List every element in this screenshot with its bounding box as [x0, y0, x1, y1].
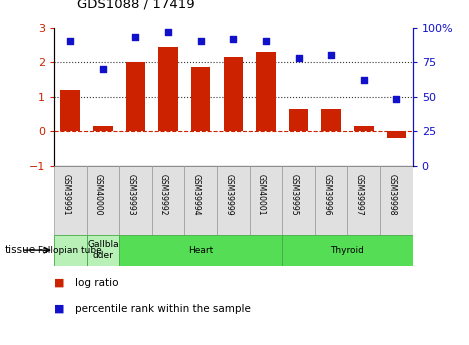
Point: [360, 77, 368, 83]
Point: [229, 36, 237, 41]
Text: GSM39992: GSM39992: [159, 174, 168, 215]
Bar: [152, 166, 184, 235]
Text: GSM39994: GSM39994: [192, 174, 201, 216]
Bar: [159, 47, 178, 131]
Text: GSM39999: GSM39999: [224, 174, 233, 216]
Bar: [54, 166, 87, 235]
Text: Heart: Heart: [188, 246, 213, 255]
Text: Thyroid: Thyroid: [331, 246, 364, 255]
Bar: [256, 52, 276, 131]
Bar: [250, 166, 282, 235]
Text: GSM40000: GSM40000: [94, 174, 103, 216]
Point: [262, 39, 270, 44]
Text: Fallopian tube: Fallopian tube: [38, 246, 102, 255]
Bar: [191, 67, 211, 131]
Text: GSM39997: GSM39997: [355, 174, 364, 216]
Text: GSM39998: GSM39998: [387, 174, 396, 215]
Text: GSM40001: GSM40001: [257, 174, 266, 215]
Text: tissue: tissue: [5, 245, 36, 255]
Bar: [315, 166, 348, 235]
Bar: [54, 235, 87, 266]
Bar: [87, 166, 119, 235]
Bar: [119, 166, 152, 235]
Bar: [380, 166, 413, 235]
Point: [67, 39, 74, 44]
Text: GSM39993: GSM39993: [127, 174, 136, 216]
Point: [327, 52, 335, 58]
Bar: [321, 109, 341, 131]
Bar: [87, 235, 119, 266]
Text: ■: ■: [54, 278, 64, 288]
Bar: [119, 235, 282, 266]
Point: [295, 55, 303, 61]
Bar: [348, 166, 380, 235]
Bar: [126, 62, 145, 131]
Bar: [93, 126, 113, 131]
Point: [99, 66, 106, 72]
Bar: [224, 57, 243, 131]
Bar: [282, 235, 413, 266]
Point: [393, 97, 400, 102]
Bar: [61, 90, 80, 131]
Text: log ratio: log ratio: [75, 278, 119, 288]
Point: [132, 34, 139, 40]
Text: GDS1088 / 17419: GDS1088 / 17419: [77, 0, 195, 10]
Text: percentile rank within the sample: percentile rank within the sample: [75, 304, 251, 314]
Text: GSM39991: GSM39991: [61, 174, 70, 215]
Bar: [282, 166, 315, 235]
Text: ■: ■: [54, 304, 64, 314]
Bar: [289, 109, 308, 131]
Text: Gallbla
dder: Gallbla dder: [87, 240, 119, 260]
Bar: [386, 131, 406, 138]
Bar: [184, 166, 217, 235]
Point: [164, 29, 172, 34]
Text: GSM39996: GSM39996: [322, 174, 331, 216]
Point: [197, 39, 204, 44]
Text: GSM39995: GSM39995: [289, 174, 299, 216]
Bar: [354, 126, 374, 131]
Bar: [217, 166, 250, 235]
